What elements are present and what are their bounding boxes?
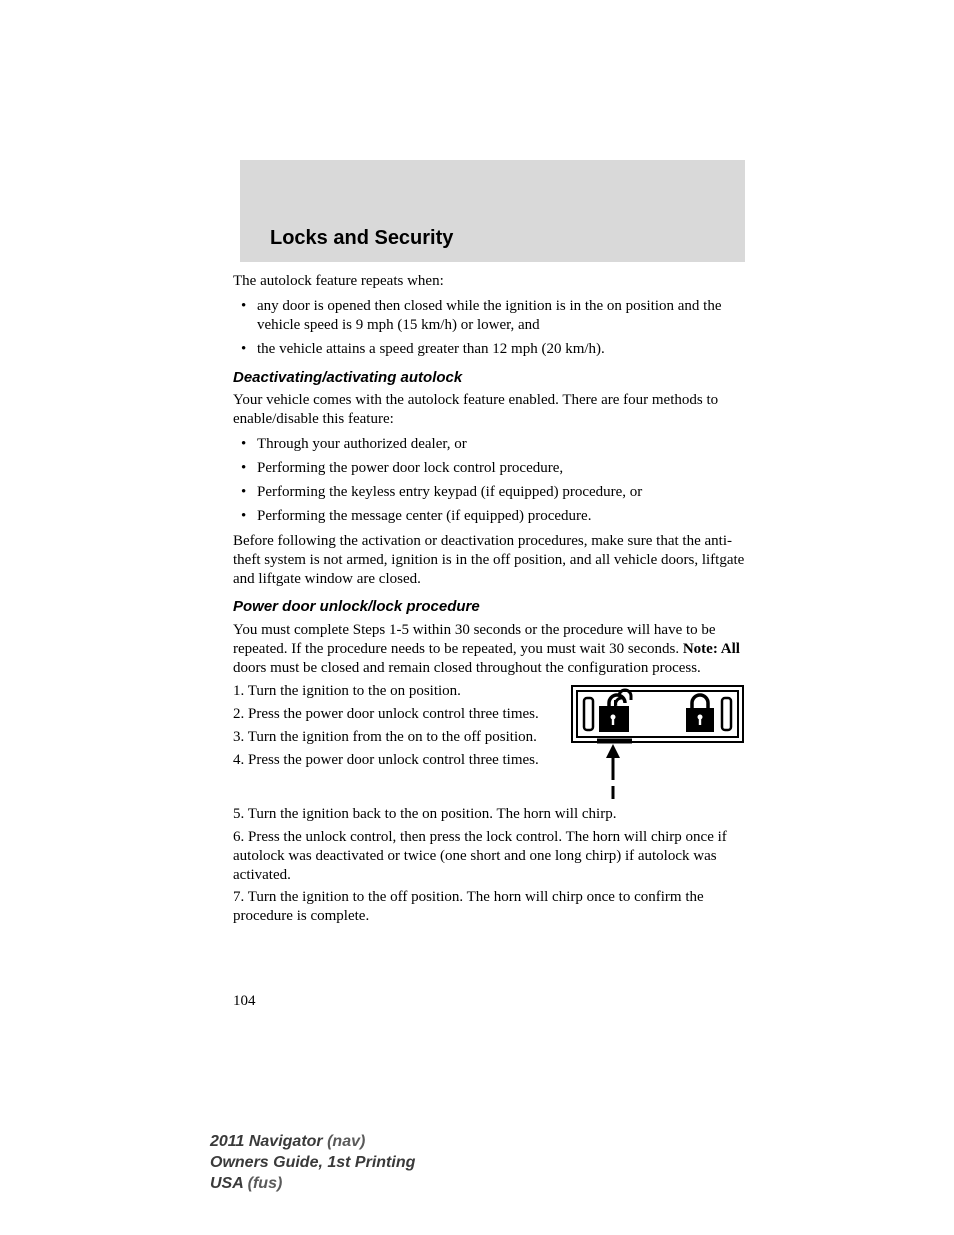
footer-line-2: Owners Guide, 1st Printing [210, 1153, 415, 1174]
list-item: the vehicle attains a speed greater than… [233, 340, 745, 359]
step-2: 2. Press the power door unlock control t… [233, 705, 552, 724]
step-5: 5. Turn the ignition back to the on posi… [233, 805, 745, 824]
step-6: 6. Press the unlock control, then press … [233, 828, 745, 885]
list-item: Performing the message center (if equipp… [233, 507, 745, 526]
step-4: 4. Press the power door unlock control t… [233, 751, 552, 770]
footer-region: USA [210, 1175, 248, 1192]
lock-switch-icon [570, 684, 745, 799]
intro-text: The autolock feature repeats when: [233, 272, 745, 291]
section-header: Locks and Security [240, 160, 745, 262]
footer-region-code: (fus) [248, 1175, 283, 1192]
lock-switch-figure [570, 682, 745, 805]
steps-with-figure: 1. Turn the ignition to the on position.… [233, 682, 745, 805]
method-bullets: Through your authorized dealer, or Perfo… [233, 435, 745, 526]
footer-line-1: 2011 Navigator (nav) [210, 1132, 415, 1153]
list-item: Performing the keyless entry keypad (if … [233, 483, 745, 502]
note-label: Note: All [683, 641, 740, 657]
steps-left-column: 1. Turn the ignition to the on position.… [233, 682, 552, 774]
footer-line-3: USA (fus) [210, 1174, 415, 1195]
repeat-bullets: any door is opened then closed while the… [233, 297, 745, 359]
sec2-lead: You must complete Steps 1-5 within 30 se… [233, 621, 745, 678]
page-content: The autolock feature repeats when: any d… [233, 272, 745, 930]
footer: 2011 Navigator (nav) Owners Guide, 1st P… [210, 1132, 415, 1194]
footer-code: (nav) [327, 1133, 365, 1150]
sec1-lead: Your vehicle comes with the autolock fea… [233, 391, 745, 429]
lead-pre: You must complete Steps 1-5 within 30 se… [233, 622, 716, 657]
list-item: any door is opened then closed while the… [233, 297, 745, 335]
step-3: 3. Turn the ignition from the on to the … [233, 728, 552, 747]
step-1: 1. Turn the ignition to the on position. [233, 682, 552, 701]
list-item: Performing the power door lock control p… [233, 459, 745, 478]
step-7: 7. Turn the ignition to the off position… [233, 888, 745, 926]
footer-model: 2011 Navigator [210, 1133, 327, 1150]
lead-post: doors must be closed and remain closed t… [233, 660, 701, 676]
page-number: 104 [233, 993, 256, 1010]
subheading-deactivate: Deactivating/activating autolock [233, 369, 745, 388]
subheading-procedure: Power door unlock/lock procedure [233, 598, 745, 617]
section-title: Locks and Security [270, 227, 453, 250]
sec1-after: Before following the activation or deact… [233, 532, 745, 589]
list-item: Through your authorized dealer, or [233, 435, 745, 454]
